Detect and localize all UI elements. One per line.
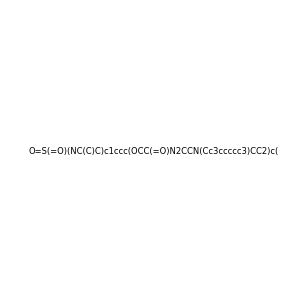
Text: O=S(=O)(NC(C)C)c1ccc(OCC(=O)N2CCN(Cc3ccccc3)CC2)c(: O=S(=O)(NC(C)C)c1ccc(OCC(=O)N2CCN(Cc3ccc… <box>28 147 279 156</box>
